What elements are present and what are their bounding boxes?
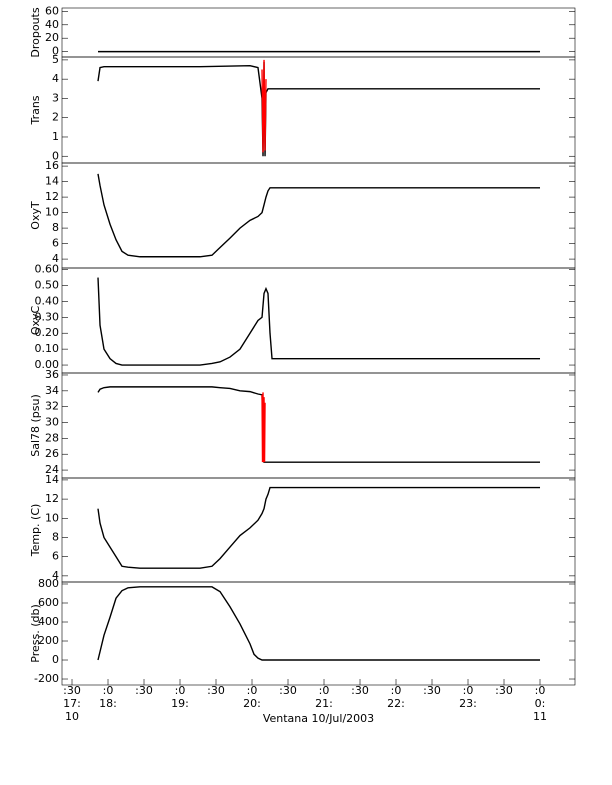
x-tick-label: :30: [495, 684, 513, 697]
y-tick-label: 0.00: [35, 358, 60, 371]
y-tick-label: 6: [52, 237, 59, 250]
y-tick-label: 5: [52, 53, 59, 66]
y-tick-label: 10: [45, 511, 59, 524]
data-line: [261, 59, 267, 153]
x-tick-label: :0 18:: [99, 684, 117, 710]
y-tick-label: 4: [52, 72, 59, 85]
y-tick-label: 0: [52, 149, 59, 162]
y-tick-label: 200: [38, 634, 59, 647]
x-axis-label: Ventana 10/Jul/2003: [262, 712, 375, 725]
y-tick-label: 32: [45, 400, 59, 413]
x-tick-label: :30 17: 10: [63, 684, 81, 723]
panel-frame: [61, 581, 576, 686]
panel-frame: [61, 7, 576, 58]
y-tick-label: 3: [52, 91, 59, 104]
y-tick-label: 0.60: [35, 263, 60, 276]
x-tick-label: :0 23:: [459, 684, 477, 710]
y-tick-label: 24: [45, 463, 59, 476]
x-tick-label: :0 21:: [315, 684, 333, 710]
y-tick-label: 2: [52, 111, 59, 124]
y-tick-label: 14: [45, 473, 59, 486]
panel-frame: [61, 267, 576, 374]
y-tick-label: 0.50: [35, 279, 60, 292]
y-tick-label: 4: [52, 569, 59, 582]
y-tick-label: 34: [45, 384, 59, 397]
y-tick-label: 14: [45, 175, 59, 188]
y-tick-label: -200: [34, 672, 59, 685]
y-tick-label: 0: [52, 45, 59, 58]
x-tick-label: :30: [135, 684, 153, 697]
y-tick-label: 6: [52, 550, 59, 563]
y-tick-label: 0.10: [35, 342, 60, 355]
x-tick-label: :30: [279, 684, 297, 697]
y-tick-label: 36: [45, 368, 59, 381]
y-tick-label: 60: [45, 4, 59, 17]
panel-frame: [61, 477, 576, 583]
x-tick-label: :0 0: 11: [533, 684, 547, 723]
y-axis-label: OxyT: [29, 201, 42, 230]
data-line: [97, 277, 541, 366]
data-line: [97, 486, 541, 569]
y-tick-label: 8: [52, 221, 59, 234]
x-tick-label: :30: [351, 684, 369, 697]
y-tick-label: 12: [45, 190, 59, 203]
y-tick-label: 0.40: [35, 294, 60, 307]
y-tick-label: 16: [45, 159, 59, 172]
y-axis-label: Trans: [29, 95, 42, 125]
y-tick-label: 10: [45, 206, 59, 219]
y-tick-label: 28: [45, 431, 59, 444]
y-tick-label: 0.20: [35, 326, 60, 339]
y-axis-label: Press. (db): [29, 604, 42, 663]
data-line: [97, 586, 541, 661]
y-tick-label: 40: [45, 18, 59, 31]
x-tick-label: :0 20:: [243, 684, 261, 710]
y-tick-label: 30: [45, 416, 59, 429]
y-tick-label: 800: [38, 577, 59, 590]
y-tick-label: 0: [52, 653, 59, 666]
panel-frame: [61, 162, 576, 269]
x-tick-label: :0 22:: [387, 684, 405, 710]
y-tick-label: 400: [38, 615, 59, 628]
y-tick-label: 1: [52, 130, 59, 143]
y-tick-label: 12: [45, 492, 59, 505]
x-tick-label: :30: [207, 684, 225, 697]
y-axis-label: Sal78 (psu): [29, 394, 42, 457]
y-axis-label: Dropouts: [29, 7, 42, 57]
data-line: [97, 173, 541, 258]
y-tick-label: 26: [45, 447, 59, 460]
data-line: [261, 392, 266, 463]
data-line: [97, 61, 541, 157]
y-axis-label: Temp. (C): [29, 504, 42, 558]
y-tick-label: 20: [45, 31, 59, 44]
panel-frame: [61, 56, 576, 164]
y-tick-label: 600: [38, 596, 59, 609]
y-tick-label: 8: [52, 530, 59, 543]
data-line: [97, 386, 541, 463]
x-tick-label: :30: [423, 684, 441, 697]
x-tick-label: :0 19:: [171, 684, 189, 710]
y-tick-label: 4: [52, 252, 59, 265]
y-tick-label: 0.30: [35, 310, 60, 323]
y-axis-label: OxyC: [29, 306, 42, 336]
